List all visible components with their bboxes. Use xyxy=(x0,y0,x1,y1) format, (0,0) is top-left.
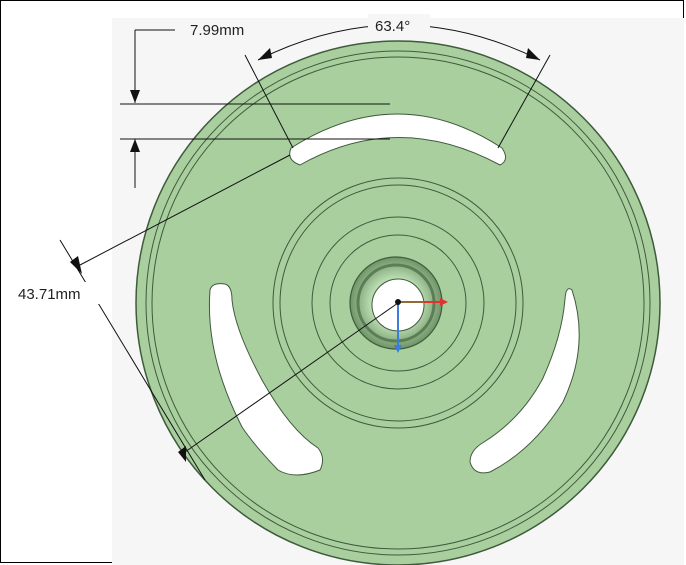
wheel-rim-edge-1 xyxy=(145,50,651,556)
slot-left[interactable] xyxy=(208,283,324,476)
hub-ring-outer-2 xyxy=(279,184,517,422)
slot-right[interactable] xyxy=(469,288,580,474)
dimension-slot-width[interactable]: 7.99mm xyxy=(120,22,390,188)
dimension-slot-width-label: 7.99mm xyxy=(190,22,244,39)
hub-ring-outer xyxy=(272,177,524,429)
dimension-slot-radius[interactable]: 43.71mm xyxy=(14,154,399,481)
origin-axis-triad xyxy=(394,298,448,353)
hub-ring-inner xyxy=(329,234,467,372)
dimension-slot-radius-label: 43.71mm xyxy=(18,286,81,303)
dimension-slot-angle[interactable]: 63.4° xyxy=(244,14,551,149)
slot-top[interactable] xyxy=(289,113,506,166)
hub-ring-middle xyxy=(311,216,485,390)
wheel-rim-edge-2 xyxy=(151,56,645,550)
dimension-slot-angle-label: 63.4° xyxy=(375,18,410,35)
